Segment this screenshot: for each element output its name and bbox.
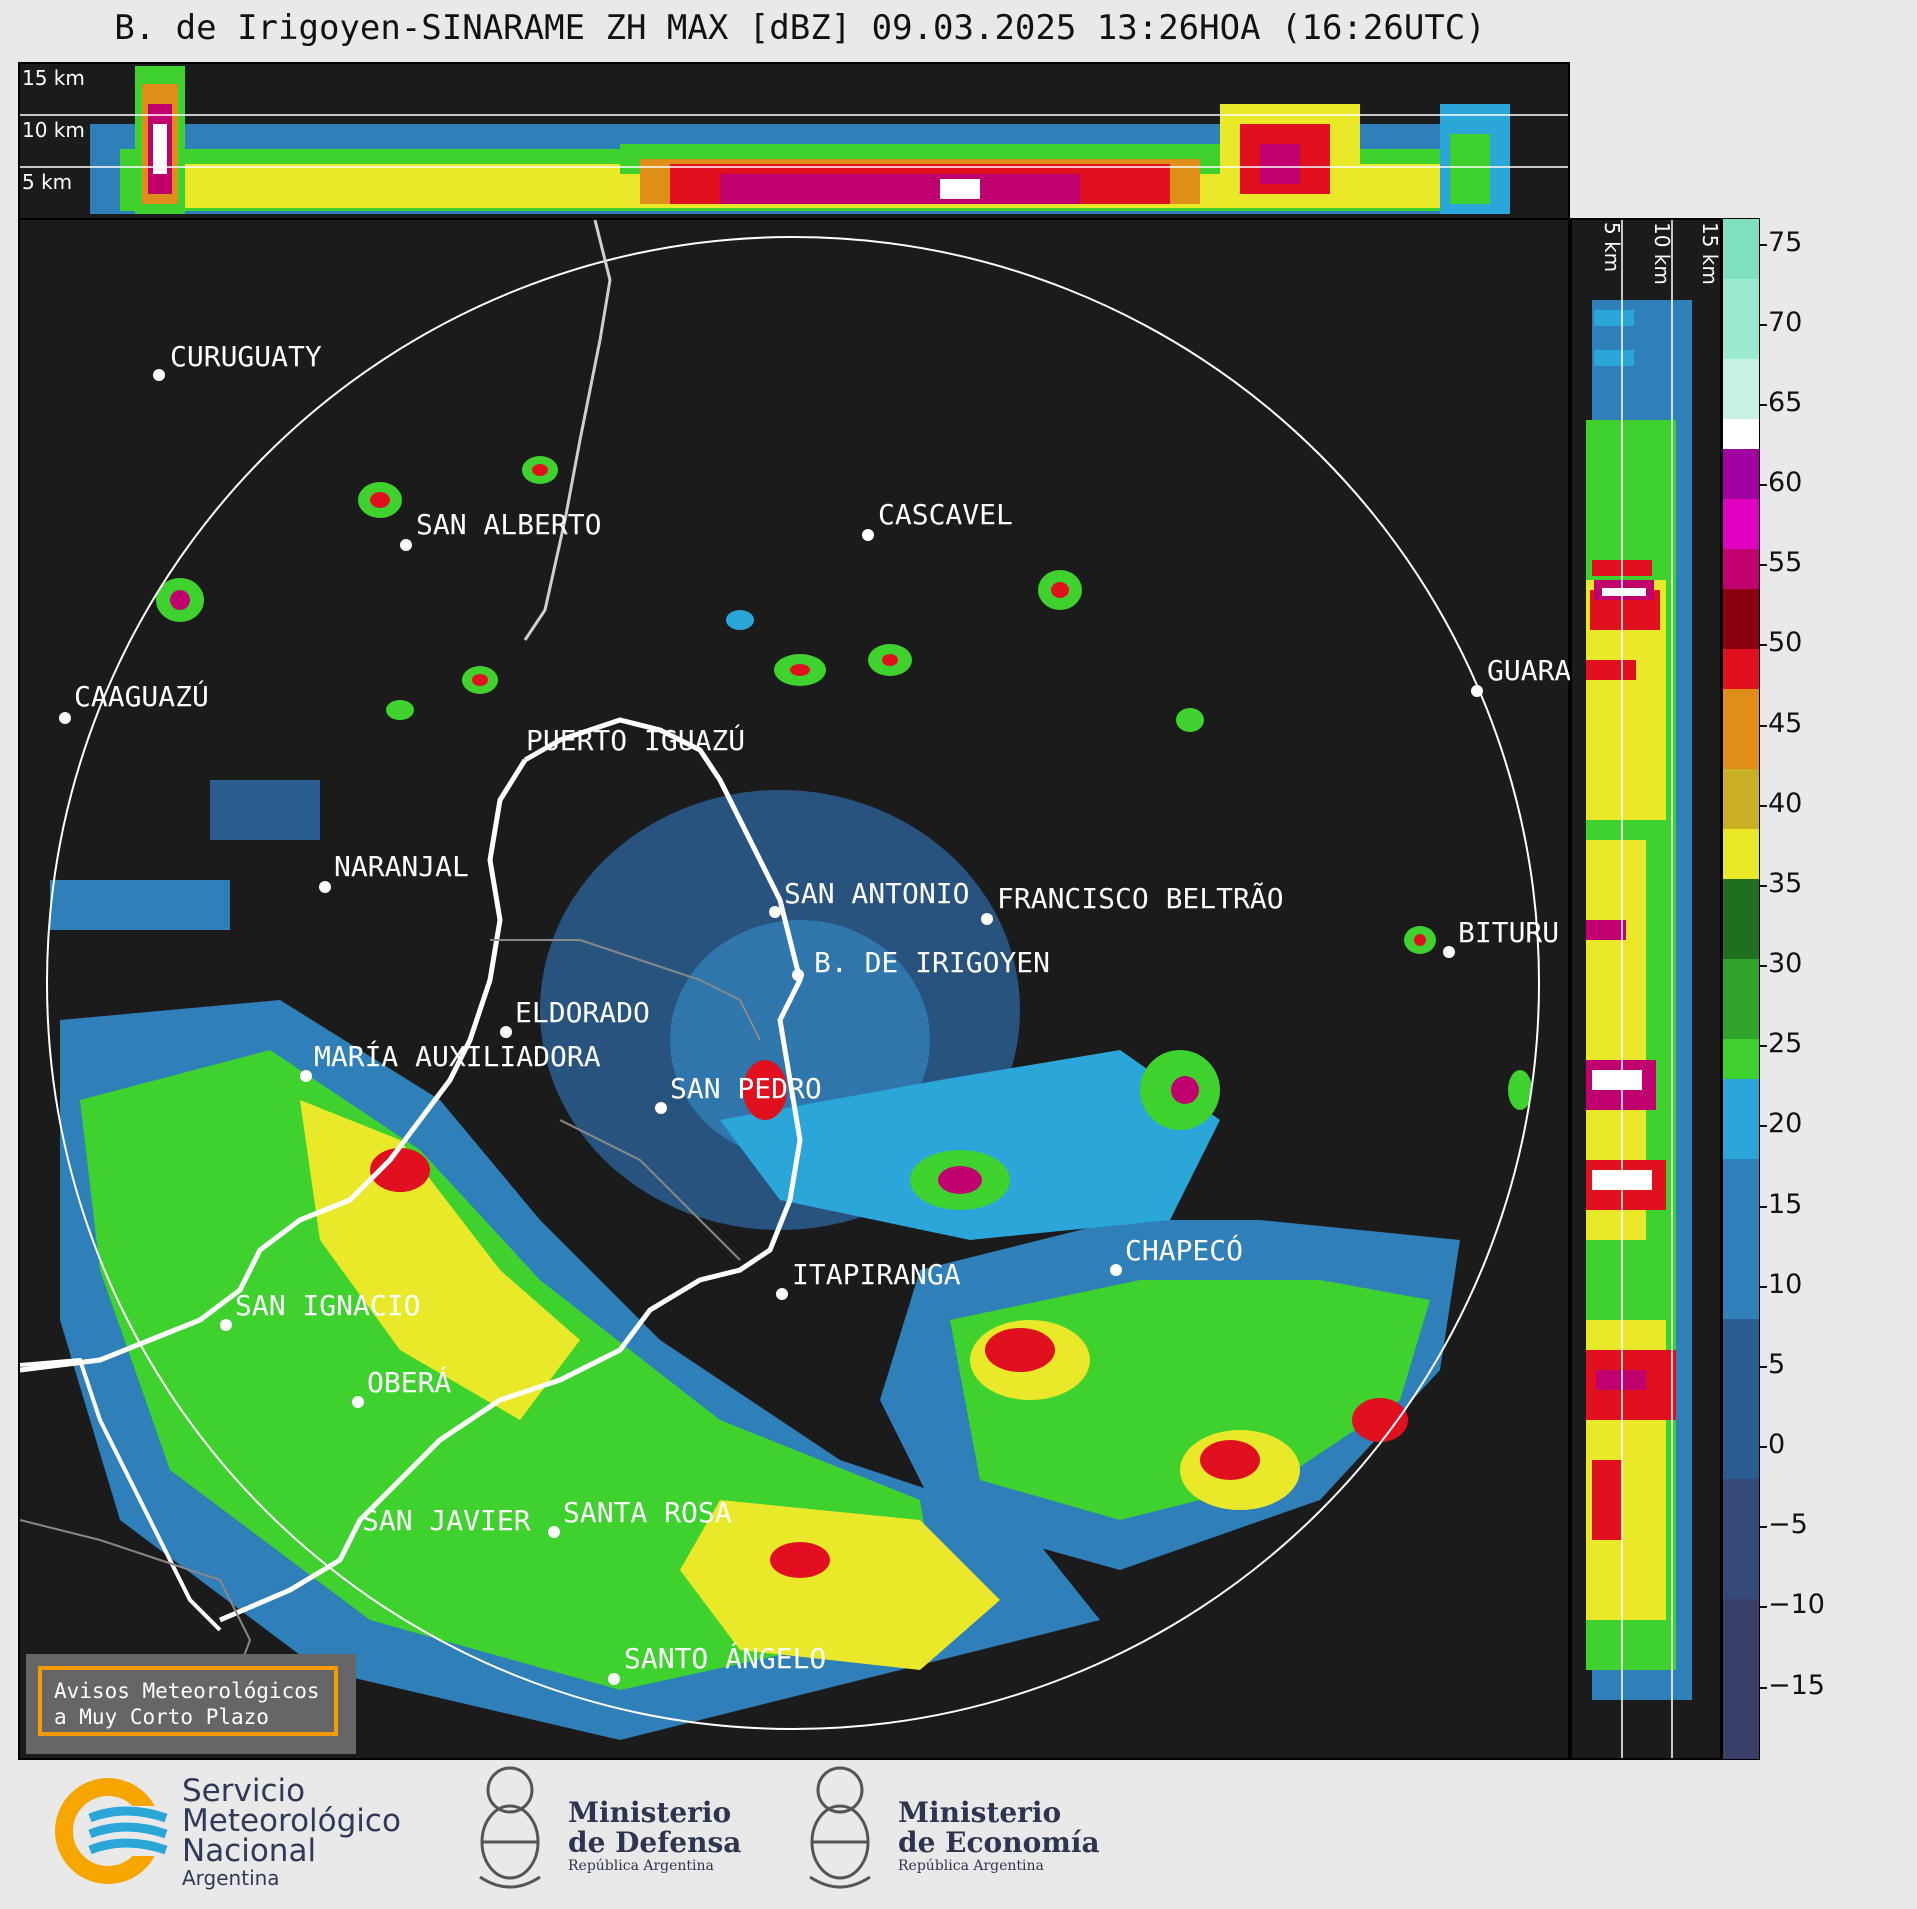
city-label-san-javier: SAN JAVIER <box>362 1504 531 1537</box>
city-label-francisco-beltrao: FRANCISCO BELTRÃO <box>997 882 1284 915</box>
city-dot-santo-angelo <box>608 1673 620 1685</box>
defensa-line-2: de Defensa <box>568 1826 742 1859</box>
echo-north-cells <box>156 456 1532 1110</box>
city-label-santa-rosa: SANTA ROSA <box>563 1496 732 1529</box>
city-dot-curuguaty <box>153 369 165 381</box>
city-label-bituru: BITURU <box>1458 916 1560 949</box>
city-label-itapiranga: ITAPIRANGA <box>792 1258 961 1291</box>
city-label-maria-auxiliadora: MARÍA AUXILIADORA <box>314 1040 601 1073</box>
misiones-border-west <box>20 758 528 1373</box>
radar-title: B. de Irigoyen-SINARAME ZH MAX [dBZ] 09.… <box>114 8 1486 48</box>
colorbar-tick-minus5: −5 <box>1768 1509 1808 1540</box>
radar-map-svg <box>20 220 1568 1758</box>
top-cross-section-echoes <box>20 64 1568 218</box>
colorbar-tick-70: 70 <box>1768 307 1803 338</box>
colorbar-tick-0: 0 <box>1768 1429 1786 1460</box>
colorbar-tick-60: 60 <box>1768 467 1803 498</box>
economia-line-1: Ministerio <box>898 1796 1062 1829</box>
colorbar-tick-50: 50 <box>1768 627 1803 658</box>
argentina-coat-of-arms-icon-2 <box>809 1766 871 1889</box>
city-dot-san-antonio <box>769 906 781 918</box>
city-label-santo-angelo: SANTO ÁNGELO <box>624 1642 827 1675</box>
smn-line-3: Nacional <box>182 1833 317 1869</box>
dbz-colorbar-svg <box>1723 219 1759 1759</box>
city-label-san-antonio: SAN ANTONIO <box>784 877 970 910</box>
colorbar-tick-30: 30 <box>1768 948 1803 979</box>
city-dot-itapiranga <box>776 1288 788 1300</box>
radar-map-panel: Avisos Meteorológicos a Muy Corto Plazo <box>18 218 1570 1760</box>
warning-line-1: Avisos Meteorológicos <box>54 1679 320 1703</box>
colorbar-tick-35: 35 <box>1768 868 1803 899</box>
city-label-puerto-iguazu: PUERTO IGUAZÚ <box>526 724 746 757</box>
city-dot-santa-rosa <box>548 1526 560 1538</box>
top-km-label-10: 10 km <box>22 118 85 142</box>
city-dot-caaguazu <box>59 712 71 724</box>
defensa-line-3: República Argentina <box>568 1858 714 1874</box>
city-dot-eldorado <box>500 1026 512 1038</box>
misiones-border-east <box>219 717 803 1623</box>
side-cross-section-panel: 5 km 10 km 15 km <box>1570 218 1722 1760</box>
city-label-b-de-irigoyen: B. DE IRIGOYEN <box>814 946 1051 979</box>
city-label-caaguazu: CAAGUAZÚ <box>74 680 209 713</box>
side-km-label-10: 10 km <box>1650 222 1674 285</box>
colorbar-tick-20: 20 <box>1768 1108 1803 1139</box>
radar-range-ring <box>46 236 1540 1730</box>
city-dot-maria-auxiliadora <box>300 1070 312 1082</box>
warning-box-inner: Avisos Meteorológicos a Muy Corto Plazo <box>38 1666 338 1736</box>
city-dot-san-alberto <box>400 539 412 551</box>
paraguay-border <box>523 220 612 641</box>
colorbar-tick-55: 55 <box>1768 547 1803 578</box>
economia-line-2: de Economía <box>898 1826 1100 1859</box>
dbz-colorbar <box>1722 218 1760 1760</box>
city-label-san-alberto: SAN ALBERTO <box>416 508 602 541</box>
city-label-chapeco: CHAPECÓ <box>1125 1234 1244 1267</box>
colorbar-tick-10: 10 <box>1768 1269 1803 1300</box>
top-km-label-15: 15 km <box>22 66 85 90</box>
city-dot-san-ignacio <box>220 1319 232 1331</box>
colorbar-tick-40: 40 <box>1768 788 1803 819</box>
city-label-cascavel: CASCAVEL <box>878 498 1013 531</box>
city-label-guara: GUARA <box>1487 654 1572 687</box>
side-km-label-5: 5 km <box>1600 222 1624 273</box>
colorbar-tick-25: 25 <box>1768 1028 1803 1059</box>
city-dot-san-pedro <box>655 1102 667 1114</box>
colorbar-tick-15: 15 <box>1768 1189 1803 1220</box>
smn-logo-text: Servicio Meteorológico Nacional Argentin… <box>182 1773 401 1891</box>
argentina-coat-of-arms-icon <box>479 1766 541 1889</box>
city-label-naranjal: NARANJAL <box>334 850 469 883</box>
side-km-label-15: 15 km <box>1698 222 1722 285</box>
smn-line-4: Argentina <box>182 1866 280 1890</box>
smn-line-2: Meteorológico <box>182 1803 401 1839</box>
colorbar-tick-65: 65 <box>1768 387 1803 418</box>
city-dot-francisco-beltrao <box>981 913 993 925</box>
city-dot-bituru <box>1443 946 1455 958</box>
colorbar-tick-minus10: −10 <box>1768 1589 1825 1620</box>
warning-box[interactable]: Avisos Meteorológicos a Muy Corto Plazo <box>26 1654 356 1754</box>
city-dot-obera <box>352 1396 364 1408</box>
economia-line-3: República Argentina <box>898 1858 1044 1874</box>
city-label-eldorado: ELDORADO <box>515 996 650 1029</box>
city-label-obera: OBERÁ <box>367 1366 452 1399</box>
city-label-curuguaty: CURUGUATY <box>170 340 322 373</box>
side-cross-section-echoes <box>1572 220 1720 1758</box>
city-dot-b-de-irigoyen <box>792 969 804 981</box>
smn-logo-icon <box>55 1778 168 1884</box>
top-km-label-5: 5 km <box>22 170 73 194</box>
warning-line-2: a Muy Corto Plazo <box>54 1705 269 1729</box>
smn-line-1: Servicio <box>182 1773 306 1809</box>
colorbar-tick-5: 5 <box>1768 1349 1786 1380</box>
defensa-line-1: Ministerio <box>568 1796 732 1829</box>
colorbar-tick-75: 75 <box>1768 227 1803 258</box>
top-cross-section-panel: 15 km 10 km 5 km <box>18 62 1570 220</box>
city-dot-chapeco <box>1110 1264 1122 1276</box>
city-label-san-pedro: SAN PEDRO <box>670 1072 822 1105</box>
city-dot-guara <box>1471 685 1483 697</box>
city-dot-cascavel <box>862 529 874 541</box>
city-label-san-ignacio: SAN IGNACIO <box>235 1289 421 1322</box>
colorbar-tick-45: 45 <box>1768 708 1803 739</box>
city-dot-naranjal <box>319 881 331 893</box>
colorbar-tick-minus15: −15 <box>1768 1670 1825 1701</box>
